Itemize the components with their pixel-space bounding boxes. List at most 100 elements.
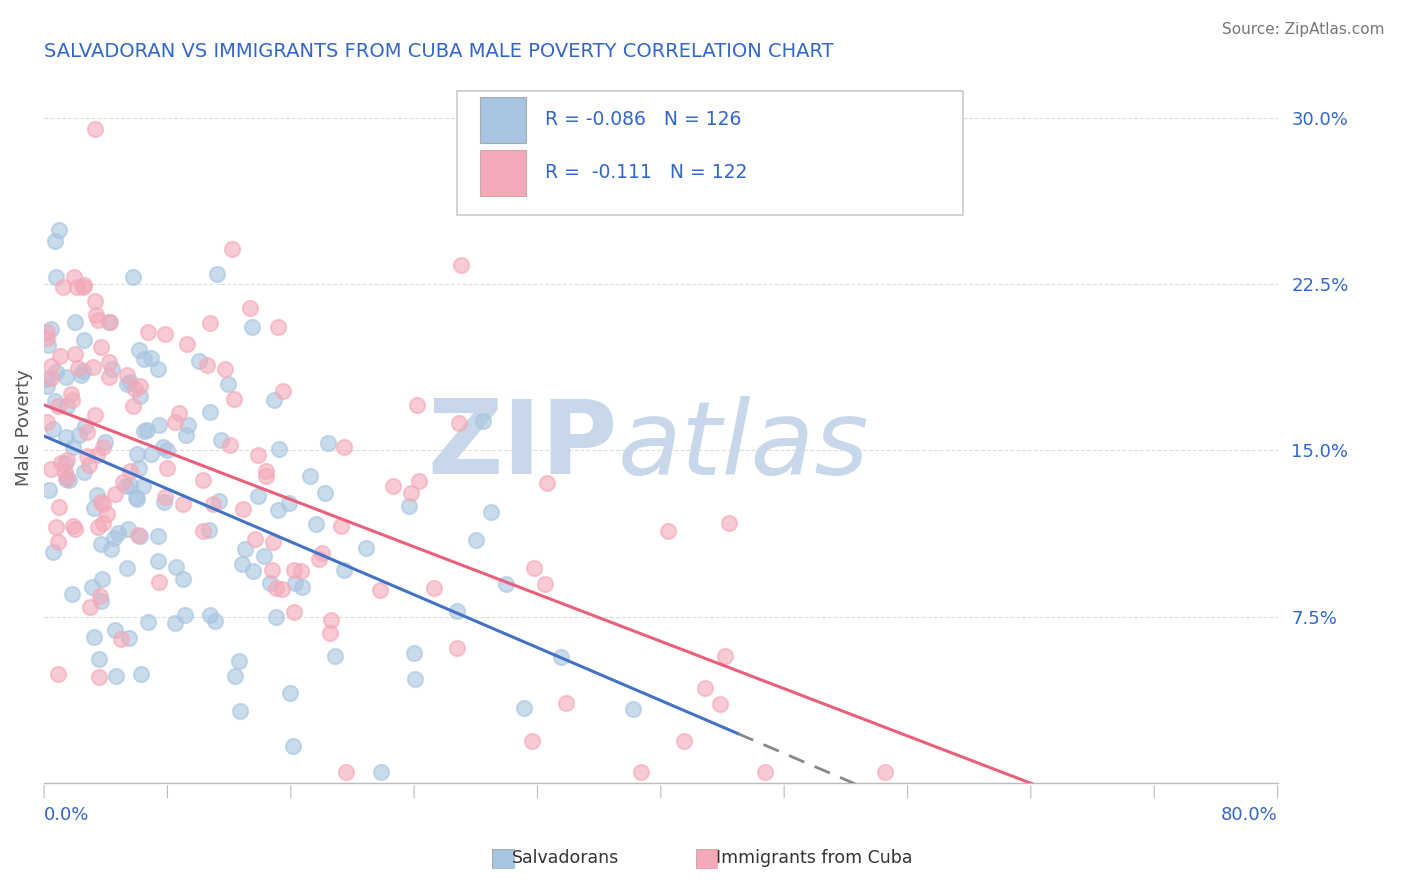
Point	[354, 541, 377, 556]
Point	[60, 392, 83, 407]
Point	[446, 640, 468, 655]
Point	[136, 615, 159, 629]
Point	[141, 351, 163, 365]
Point	[423, 581, 446, 595]
Point	[254, 464, 277, 478]
Point	[115, 376, 138, 391]
Point	[135, 423, 157, 437]
Point	[229, 704, 252, 718]
Point	[132, 352, 155, 367]
Point	[148, 418, 170, 433]
Point	[319, 613, 342, 627]
Point	[93, 435, 115, 450]
Point	[127, 492, 149, 507]
Point	[217, 376, 239, 391]
Point	[84, 121, 107, 136]
Point	[90, 593, 112, 607]
Point	[39, 359, 62, 373]
Point	[45, 520, 67, 534]
Point	[66, 360, 89, 375]
Point	[298, 468, 321, 483]
Point	[91, 440, 114, 454]
Point	[266, 610, 288, 624]
Point	[195, 359, 218, 373]
Point	[471, 414, 494, 428]
Point	[290, 564, 312, 578]
Point	[271, 384, 294, 398]
Point	[87, 520, 110, 534]
Point	[152, 440, 174, 454]
Point	[86, 448, 108, 462]
Point	[332, 440, 354, 454]
Point	[73, 333, 96, 347]
Point	[90, 341, 112, 355]
Point	[402, 647, 425, 661]
Point	[333, 563, 356, 577]
Point	[278, 495, 301, 509]
Point	[709, 698, 731, 712]
Point	[207, 267, 229, 281]
Point	[117, 522, 139, 536]
Point	[156, 461, 179, 475]
Point	[41, 545, 63, 559]
Point	[101, 361, 124, 376]
Point	[82, 580, 104, 594]
Point	[172, 572, 194, 586]
Point	[65, 347, 87, 361]
Text: R =  -0.111   N = 122: R = -0.111 N = 122	[546, 163, 747, 182]
Point	[481, 505, 503, 519]
Point	[398, 499, 420, 513]
Point	[72, 364, 94, 378]
Point	[69, 428, 91, 442]
Text: R = -0.086   N = 126: R = -0.086 N = 126	[546, 110, 741, 129]
Point	[754, 764, 776, 779]
Text: ZIP: ZIP	[427, 395, 617, 496]
Point	[201, 497, 224, 511]
Point	[98, 369, 121, 384]
Point	[446, 604, 468, 618]
Point	[713, 648, 735, 663]
Point	[146, 554, 169, 568]
Point	[447, 416, 470, 430]
Point	[247, 448, 270, 462]
Point	[381, 479, 404, 493]
Point	[98, 355, 121, 369]
Point	[630, 764, 652, 779]
Point	[165, 615, 187, 630]
Point	[103, 531, 125, 545]
Point	[718, 516, 741, 530]
Point	[523, 560, 546, 574]
Point	[208, 494, 231, 508]
Point	[75, 419, 97, 434]
Point	[495, 576, 517, 591]
Point	[165, 560, 187, 574]
Point	[177, 417, 200, 432]
Point	[232, 501, 254, 516]
Point	[148, 574, 170, 589]
Text: atlas: atlas	[617, 396, 869, 496]
Point	[193, 524, 215, 539]
Point	[139, 448, 162, 462]
Point	[128, 379, 150, 393]
Point	[37, 371, 59, 385]
Point	[72, 280, 94, 294]
Point	[89, 651, 111, 665]
Point	[87, 312, 110, 326]
Point	[70, 368, 93, 382]
Point	[520, 734, 543, 748]
Point	[125, 490, 148, 504]
Point	[62, 519, 84, 533]
Point	[128, 343, 150, 357]
Point	[79, 600, 101, 615]
Point	[56, 453, 79, 467]
Point	[266, 582, 288, 596]
Point	[39, 321, 62, 335]
Point	[42, 422, 65, 436]
Point	[91, 572, 114, 586]
Point	[86, 488, 108, 502]
Point	[243, 533, 266, 547]
Point	[59, 387, 82, 401]
Point	[48, 223, 70, 237]
Point	[98, 315, 121, 329]
Point	[52, 280, 75, 294]
